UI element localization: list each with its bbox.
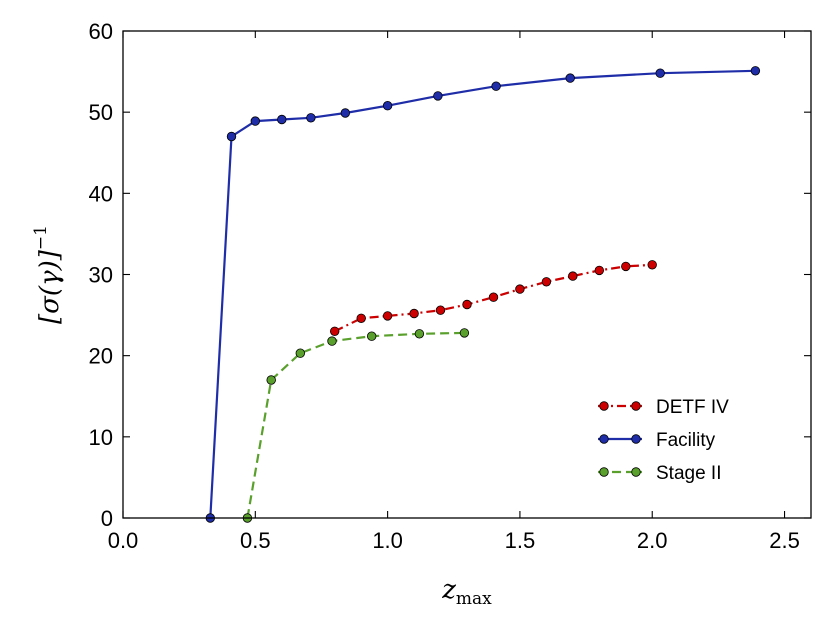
x-axis-label: zmax xyxy=(441,575,492,609)
plot-series-layer xyxy=(205,66,761,523)
data-point-stage-ii xyxy=(295,348,306,358)
data-point-stage-ii xyxy=(367,331,377,341)
data-point-detf-iv xyxy=(488,292,499,302)
series-line-facility xyxy=(209,69,756,519)
data-point-detf-iv xyxy=(462,299,472,310)
legend-marker-detf-iv xyxy=(599,401,609,411)
data-point-stage-ii xyxy=(266,375,276,385)
legend-label-facility: Facility xyxy=(656,430,716,451)
data-point-detf-iv xyxy=(541,277,552,287)
legend-marker-stage-ii xyxy=(631,467,641,477)
data-point-facility xyxy=(340,108,351,118)
y-tick-label: 60 xyxy=(89,19,113,44)
data-point-facility xyxy=(750,66,761,76)
x-tick-label: 2.0 xyxy=(637,528,668,553)
data-point-facility xyxy=(433,91,443,101)
x-tick-label: 0.5 xyxy=(240,528,271,553)
data-point-detf-iv xyxy=(409,308,419,319)
data-point-facility xyxy=(382,100,393,111)
legend-marker-facility xyxy=(631,434,641,444)
legend-label-detf-iv: DETF IV xyxy=(656,397,729,418)
axis-ticks: 0.0 0.5 1.0 1.5 2.0 2.5 0 10 20 30 40 50 60 xyxy=(89,19,811,553)
data-point-detf-iv xyxy=(647,260,657,270)
series-line-stage-ii xyxy=(246,331,465,519)
y-tick-label: 50 xyxy=(89,100,113,125)
x-tick-label: 1.5 xyxy=(505,528,536,553)
legend: DETF IV Facility Stage II xyxy=(598,397,729,484)
y-tick-label: 0 xyxy=(101,506,113,531)
legend-marker-detf-iv xyxy=(631,401,641,411)
data-point-facility xyxy=(491,81,501,91)
data-point-facility xyxy=(250,116,261,126)
data-point-detf-iv xyxy=(435,305,446,315)
data-point-detf-iv xyxy=(330,326,340,337)
data-point-detf-iv xyxy=(515,284,525,294)
x-tick-label: 0.0 xyxy=(108,528,139,553)
legend-marker-stage-ii xyxy=(599,467,609,477)
data-point-detf-iv xyxy=(621,261,631,272)
data-point-stage-ii xyxy=(327,336,337,346)
data-point-facility xyxy=(226,131,237,142)
y-tick-label: 30 xyxy=(89,263,113,288)
data-point-facility xyxy=(565,73,575,83)
data-point-detf-iv xyxy=(568,271,578,281)
legend-label-stage-ii: Stage II xyxy=(656,463,722,484)
y-tick-label: 20 xyxy=(89,344,113,369)
data-point-detf-iv xyxy=(356,313,366,324)
data-point-detf-iv xyxy=(594,265,605,276)
data-point-stage-ii xyxy=(459,328,470,338)
data-point-facility xyxy=(655,68,665,78)
x-tick-label: 2.5 xyxy=(769,528,800,553)
data-point-detf-iv xyxy=(382,311,393,321)
y-tick-label: 40 xyxy=(89,181,113,206)
x-tick-label: 1.0 xyxy=(372,528,403,553)
data-point-facility xyxy=(306,113,316,123)
legend-marker-facility xyxy=(599,434,609,444)
data-point-stage-ii xyxy=(414,329,425,339)
data-point-facility xyxy=(277,114,287,125)
y-axis-label: [σ(γ)]−1 xyxy=(31,225,65,324)
y-tick-label: 10 xyxy=(89,425,113,450)
